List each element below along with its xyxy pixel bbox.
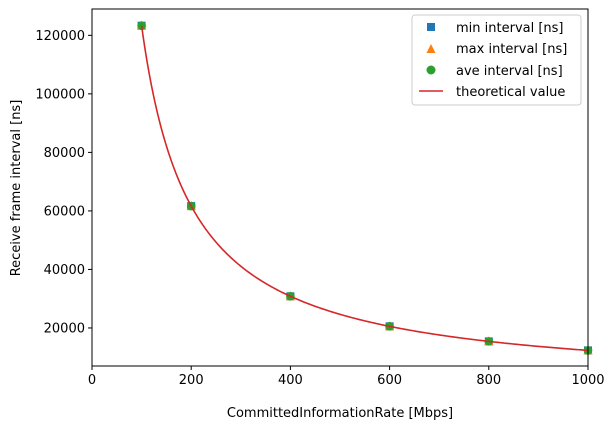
x-axis-label: CommittedInformationRate [Mbps] <box>227 406 453 421</box>
y-tick-label: 60000 <box>44 204 85 219</box>
y-axis-label: Receive frame interval [ns] <box>9 100 24 277</box>
plot-frame <box>91 8 589 367</box>
x-tick-label: 600 <box>377 373 402 388</box>
legend-label-ave: ave interval [ns] <box>456 64 563 79</box>
legend-marker-ave <box>426 65 436 75</box>
x-tick-label: 800 <box>476 373 501 388</box>
x-tick-label: 400 <box>278 373 303 388</box>
y-tick-label: 100000 <box>35 87 85 102</box>
y-tick-label: 80000 <box>44 146 85 161</box>
y-tick-label: 20000 <box>44 321 85 336</box>
y-tick-label: 120000 <box>35 29 85 44</box>
x-tick-label: 1000 <box>571 373 604 388</box>
legend-box <box>411 14 582 106</box>
legend: min interval [ns] max interval [ns] ave … <box>411 14 582 106</box>
theoretical-curve <box>140 25 589 352</box>
y-tick-label: 40000 <box>44 263 85 278</box>
y-axis: 20000 40000 60000 80000 100000 120000 <box>35 29 92 336</box>
legend-marker-max <box>426 44 436 53</box>
x-tick-label: 0 <box>88 373 96 388</box>
legend-marker-min <box>427 23 435 31</box>
ave-interval-point <box>137 21 146 30</box>
x-axis: 0 200 400 600 800 1000 <box>88 366 605 388</box>
legend-label-max: max interval [ns] <box>456 42 567 57</box>
legend-label-min: min interval [ns] <box>456 21 564 36</box>
plot-area <box>137 20 593 355</box>
legend-label-theoretical: theoretical value <box>456 85 565 100</box>
x-tick-label: 200 <box>179 373 204 388</box>
